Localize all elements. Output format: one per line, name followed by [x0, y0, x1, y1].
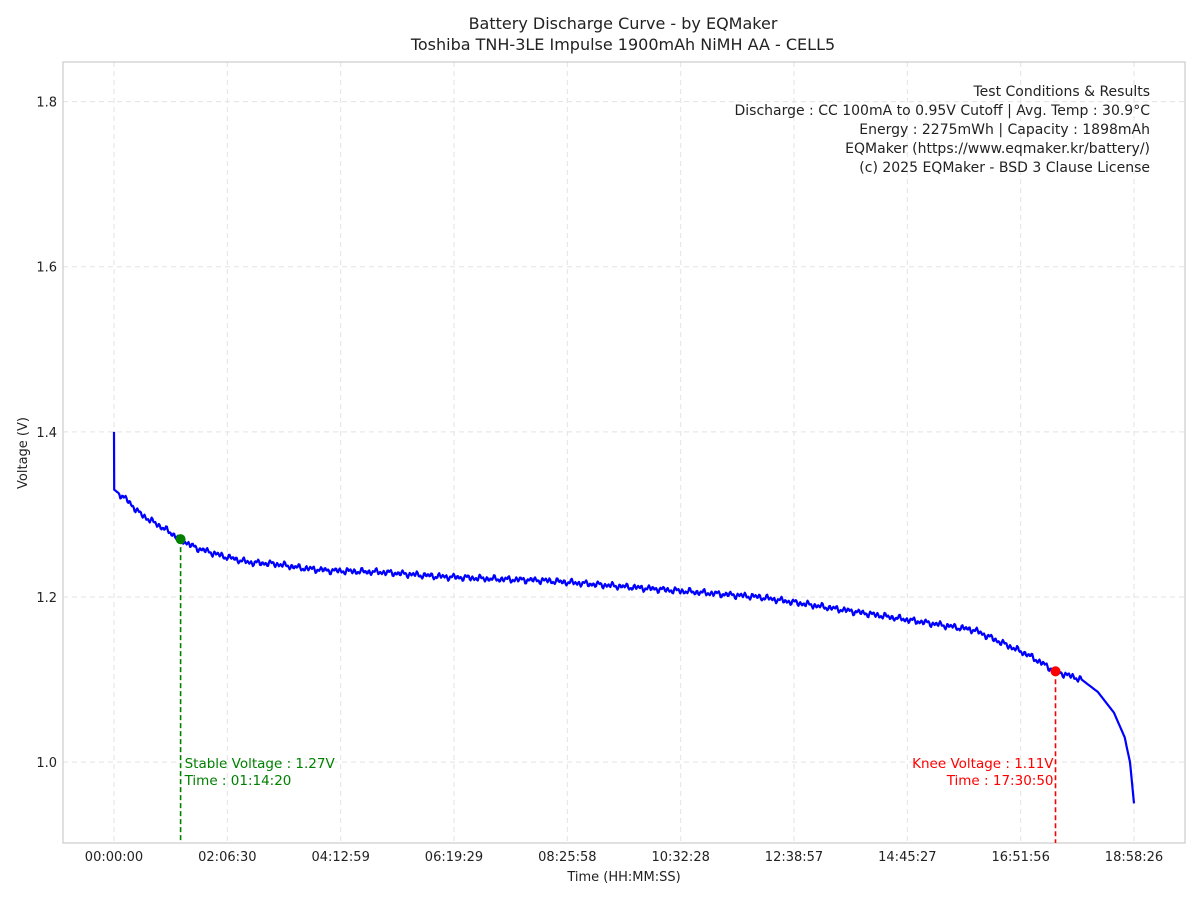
x-tick-label: 02:06:30 — [198, 850, 256, 865]
info-line: Discharge : CC 100mA to 0.95V Cutoff | A… — [734, 103, 1150, 119]
x-tick-label: 14:45:27 — [878, 850, 936, 865]
knee-time-label: Time : 17:30:50 — [946, 773, 1054, 789]
series-group — [112, 431, 1136, 804]
knee-voltage-label: Knee Voltage : 1.11V — [912, 756, 1054, 772]
grid — [63, 62, 1185, 843]
plot-frame — [62, 61, 1186, 844]
x-tick-label: 12:38:57 — [765, 850, 823, 865]
chart-title: Battery Discharge Curve - by EQMaker — [469, 14, 778, 33]
x-tick-label: 16:51:56 — [991, 850, 1049, 865]
voltage-series-line — [112, 431, 1136, 804]
info-line: EQMaker (https://www.eqmaker.kr/battery/… — [845, 141, 1150, 157]
y-tick-label: 1.8 — [36, 96, 57, 111]
stable-voltage-label: Stable Voltage : 1.27V — [185, 756, 336, 772]
info-box: Test Conditions & Results Discharge : CC… — [734, 84, 1150, 176]
info-line: Test Conditions & Results — [973, 84, 1151, 100]
info-line: (c) 2025 EQMaker - BSD 3 Clause License — [859, 160, 1150, 176]
x-tick-label: 00:00:00 — [85, 850, 143, 865]
x-tick-label: 04:12:59 — [311, 850, 369, 865]
x-tick-label: 08:25:58 — [538, 850, 596, 865]
y-tick-label: 1.6 — [36, 261, 57, 276]
y-axis: 1.0 1.2 1.4 1.6 1.8 — [36, 96, 57, 771]
x-axis-label: Time (HH:MM:SS) — [566, 870, 680, 885]
y-tick-label: 1.4 — [36, 426, 57, 441]
y-axis-label: Voltage (V) — [16, 417, 31, 489]
chart-subtitle: Toshiba TNH-3LE Impulse 1900mAh NiMH AA … — [410, 35, 835, 54]
stable-time-label: Time : 01:14:20 — [184, 773, 292, 789]
x-axis: 00:00:00 02:06:30 04:12:59 06:19:29 08:25:58… — [85, 850, 1163, 865]
info-line: Energy : 2275mWh | Capacity : 1898mAh — [859, 122, 1150, 138]
x-tick-label: 06:19:29 — [425, 850, 483, 865]
x-tick-label: 18:58:26 — [1105, 850, 1163, 865]
x-tick-label: 10:32:28 — [651, 850, 709, 865]
stable-point — [175, 534, 186, 545]
y-tick-label: 1.2 — [36, 591, 57, 606]
y-tick-label: 1.0 — [36, 756, 57, 771]
knee-point — [1050, 666, 1061, 677]
